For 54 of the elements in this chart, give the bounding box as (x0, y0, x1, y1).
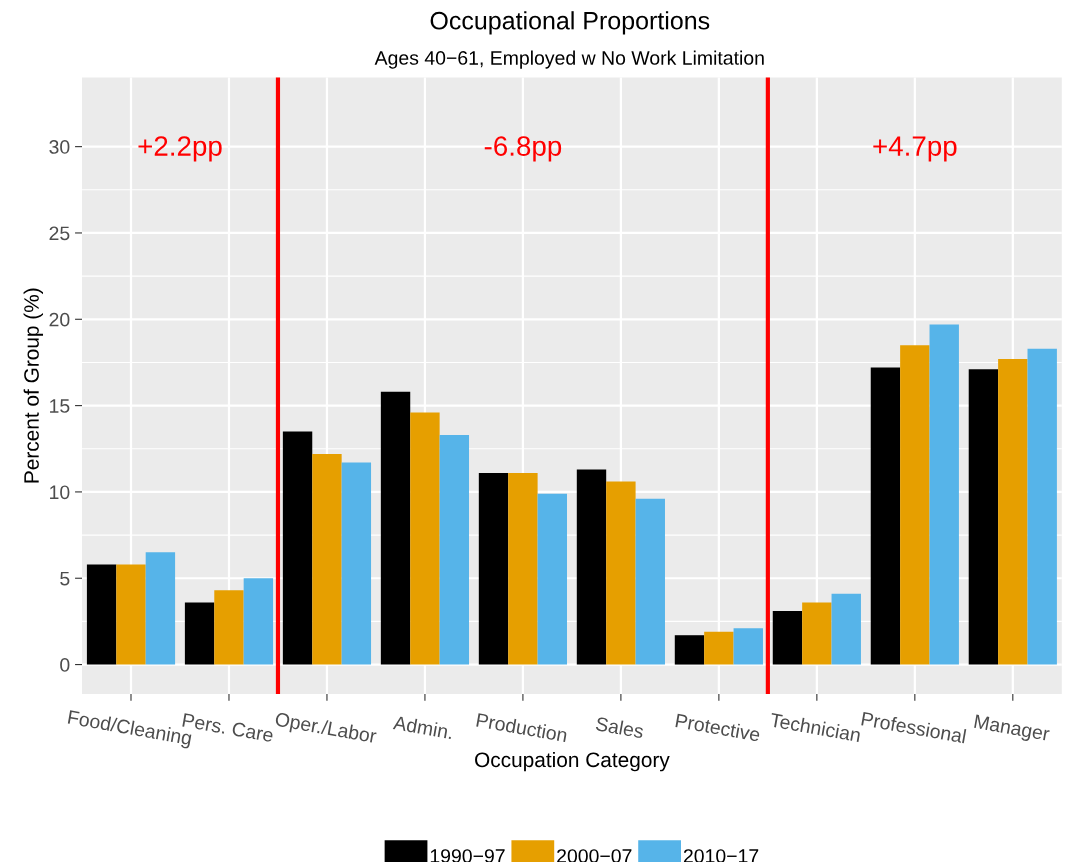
bar (537, 493, 568, 665)
bar (802, 602, 832, 665)
annotation: +4.7pp (873, 136, 957, 162)
legend-label: 2010−17 (683, 849, 759, 862)
legend-label: 2000−07 (557, 849, 632, 862)
bar (635, 498, 665, 665)
x-tick-label: Admin. (392, 715, 453, 740)
y-tick-label: 30 (49, 140, 70, 154)
x-tick-label: Technician (769, 712, 861, 743)
bar (508, 472, 538, 665)
bar (86, 564, 117, 665)
bar (1027, 348, 1057, 665)
bar (772, 611, 803, 665)
annotation: -6.8pp (484, 136, 562, 162)
bar (439, 434, 470, 665)
legend-label: 1990−97 (430, 849, 505, 862)
bar (116, 564, 146, 665)
bar (831, 593, 861, 665)
bar (243, 578, 274, 665)
x-tick-label: Manager (973, 714, 1051, 745)
bar (929, 324, 959, 665)
bar (312, 453, 342, 665)
annotation: +2.2pp (138, 136, 222, 162)
bar (145, 552, 176, 665)
y-axis-title: Percent of Group (%) (23, 288, 44, 483)
bar (478, 472, 509, 665)
y-tick-label: 10 (50, 485, 70, 500)
y-tick-label: 5 (60, 571, 70, 586)
x-tick-label: Oper./Labor (274, 711, 378, 748)
bar (214, 590, 244, 665)
bar (870, 367, 901, 665)
chart-title: Occupational Proportions (430, 11, 710, 35)
bar (733, 628, 763, 665)
bar (606, 481, 636, 665)
bar (704, 631, 734, 665)
x-tick-label: Production (476, 712, 568, 743)
bar (410, 412, 440, 665)
chart-subtitle: Ages 40−61, Employed w No Work Limitation (374, 50, 764, 69)
y-tick-label: 20 (49, 312, 70, 327)
x-tick-label: Protective (675, 713, 761, 742)
y-tick-label: 0 (60, 658, 70, 672)
y-tick-label: 25 (49, 226, 70, 241)
bar (900, 345, 930, 665)
x-tick-label: Professional (861, 711, 967, 744)
bar (184, 602, 215, 665)
bar (968, 369, 999, 665)
y-tick-label: 15 (50, 399, 70, 413)
x-tick-label: Sales (595, 716, 645, 739)
x-axis-title: Occupation Category (475, 751, 670, 772)
bar (380, 391, 411, 665)
bar (341, 462, 372, 665)
bar (674, 635, 705, 665)
bar (998, 358, 1028, 665)
bar (576, 469, 607, 665)
